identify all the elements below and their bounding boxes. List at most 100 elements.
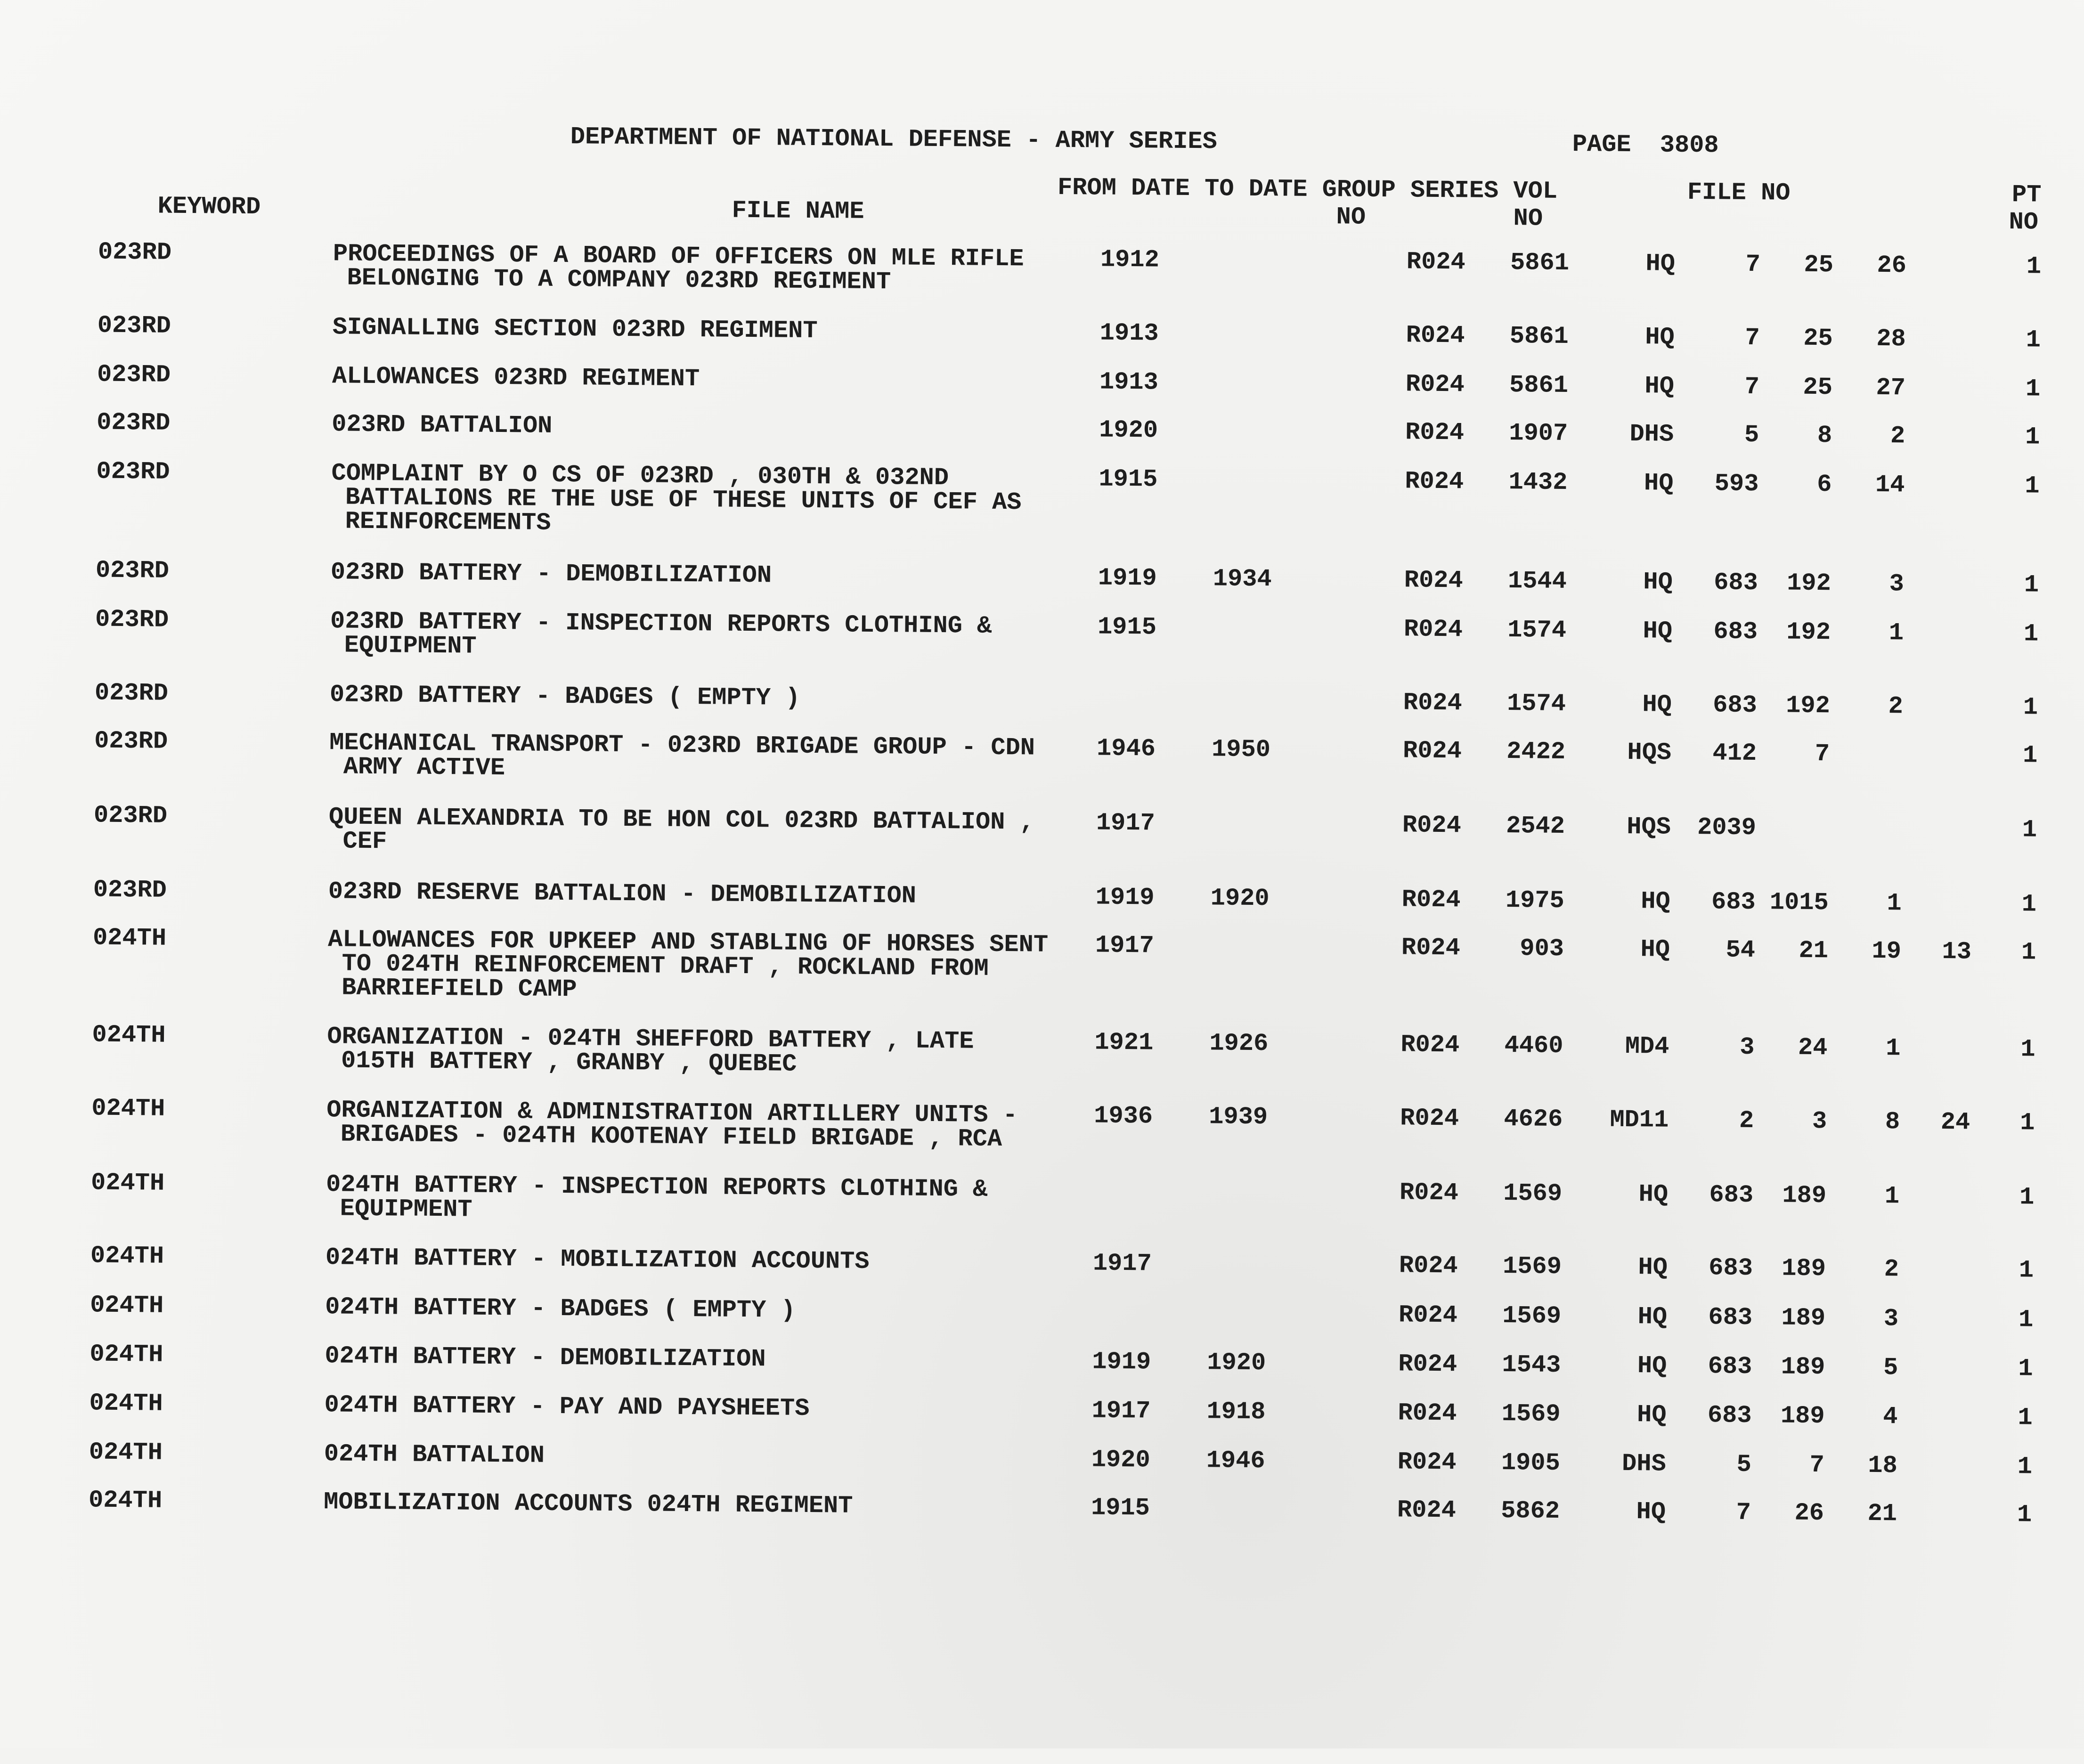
file-no-part: 1 bbox=[1889, 619, 1904, 647]
column-header-file-name: FILE NAME bbox=[732, 196, 864, 226]
file-name-line: 023RD RESERVE BATTALION - DEMOBILIZATION bbox=[328, 878, 917, 910]
to-date-cell: 1920 bbox=[1207, 1349, 1266, 1377]
file-name-line: BELONGING TO A COMPANY 023RD REGIMENT bbox=[347, 264, 891, 296]
file-no-part: 4 bbox=[1883, 1403, 1898, 1431]
from-date-cell: 1919 bbox=[1098, 564, 1157, 593]
from-date-cell: 1912 bbox=[1100, 245, 1159, 274]
file-name-line: 024TH BATTERY - DEMOBILIZATION bbox=[325, 1342, 766, 1374]
page-label: PAGE bbox=[1572, 130, 1631, 159]
office-cell: HQ bbox=[1644, 469, 1674, 497]
file-no-part: 2 bbox=[1739, 1106, 1754, 1135]
from-date-cell: 1921 bbox=[1094, 1028, 1154, 1057]
table-row: 024TH 024TH BATTERY - MOBILIZATION ACCOUN… bbox=[0, 1242, 2075, 1284]
vol-no-cell: 1574 bbox=[1506, 690, 1566, 718]
file-no-part: 1 bbox=[1885, 1034, 1901, 1063]
file-no-part: 18 bbox=[1868, 1451, 1897, 1480]
table-row: 023RD COMPLAINT BY O CS OF 023RD , 030TH … bbox=[0, 458, 2081, 537]
keyword-cell: 023RD bbox=[97, 360, 171, 389]
file-name-line: 015TH BATTERY , GRANBY , QUEBEC bbox=[341, 1047, 797, 1078]
keyword-cell: 024TH bbox=[88, 1486, 163, 1515]
keyword-cell: 024TH bbox=[89, 1438, 163, 1467]
file-name-line: ARMY ACTIVE bbox=[343, 753, 505, 782]
pt-no-cell: 1 bbox=[2025, 375, 2041, 403]
file-no-part: 21 bbox=[1799, 936, 1829, 965]
file-no-part: 192 bbox=[1786, 569, 1832, 598]
file-no-part: 19 bbox=[1872, 937, 1902, 966]
from-date-cell: 1920 bbox=[1099, 416, 1158, 445]
pt-no-cell: 1 bbox=[2023, 693, 2038, 722]
file-no-part: 2 bbox=[1884, 1255, 1899, 1284]
pt-no-cell: 1 bbox=[2017, 1501, 2032, 1529]
to-date-cell: 1946 bbox=[1206, 1447, 1265, 1475]
file-no-part: 3 bbox=[1739, 1033, 1755, 1062]
file-no-part: 7 bbox=[1736, 1498, 1751, 1527]
office-cell: HQ bbox=[1645, 323, 1675, 351]
series-cell: R024 bbox=[1397, 1448, 1457, 1477]
file-no-part: 21 bbox=[1867, 1499, 1897, 1528]
pt-no-cell: 1 bbox=[2019, 1256, 2034, 1284]
pt-no-cell: 1 bbox=[2025, 472, 2040, 500]
vol-no-cell: 1569 bbox=[1502, 1252, 1562, 1281]
file-no-part: 2039 bbox=[1697, 813, 1757, 842]
column-header-dates-group-series-vol: FROM DATE TO DATE GROUP SERIES VOL bbox=[1057, 173, 1558, 205]
keyword-cell: 023RD bbox=[97, 311, 171, 340]
file-no-part: 8 bbox=[1885, 1108, 1900, 1136]
table-row: 024TH ORGANIZATION - 024TH SHEFFORD BATTE… bbox=[0, 1021, 2076, 1078]
pt-no-cell: 1 bbox=[2020, 1035, 2035, 1064]
file-no-part: 7 bbox=[1745, 324, 1760, 352]
office-cell: HQ bbox=[1638, 1180, 1669, 1209]
file-no-part: 192 bbox=[1786, 618, 1831, 647]
file-no-part: 5 bbox=[1736, 1450, 1751, 1479]
keyword-cell: 023RD bbox=[95, 605, 169, 634]
keyword-cell: 023RD bbox=[93, 801, 168, 830]
file-no-part: 1015 bbox=[1769, 888, 1829, 917]
file-name-line: 023RD BATTALION bbox=[332, 410, 553, 440]
keyword-cell: 024TH bbox=[92, 1021, 166, 1049]
series-cell: R024 bbox=[1403, 615, 1463, 644]
file-name-line: CEF bbox=[342, 827, 387, 856]
pt-no-cell: 1 bbox=[2020, 1109, 2035, 1137]
series-cell: R024 bbox=[1397, 1496, 1457, 1525]
file-no-part: 5 bbox=[1744, 421, 1759, 449]
table-row: 023RD PROCEEDINGS OF A BOARD OF OFFICERS … bbox=[0, 238, 2082, 296]
vol-no-cell: 1544 bbox=[1507, 567, 1567, 595]
column-header-group-no: NO bbox=[1336, 203, 1366, 231]
series-cell: R024 bbox=[1402, 737, 1462, 765]
file-no-part: 28 bbox=[1876, 325, 1906, 353]
file-name-line: ALLOWANCES 023RD REGIMENT bbox=[332, 362, 700, 393]
pt-no-cell: 1 bbox=[2017, 1453, 2033, 1481]
file-name-line: 024TH BATTERY - MOBILIZATION ACCOUNTS bbox=[325, 1244, 870, 1276]
series-cell: R024 bbox=[1400, 1031, 1460, 1059]
office-cell: HQ bbox=[1645, 250, 1676, 278]
file-no-part: 683 bbox=[1708, 1303, 1753, 1332]
series-cell: R024 bbox=[1399, 1179, 1459, 1207]
file-no-part: 683 bbox=[1709, 1254, 1753, 1282]
file-no-part: 2 bbox=[1888, 692, 1904, 721]
office-cell: HQ bbox=[1636, 1401, 1667, 1429]
series-cell: R024 bbox=[1404, 566, 1463, 595]
file-name-line: EQUIPMENT bbox=[344, 631, 477, 660]
file-no-part: 27 bbox=[1876, 374, 1906, 402]
file-name-line: REINFORCEMENTS bbox=[345, 507, 551, 537]
table-row: 024TH 024TH BATTERY - BADGES ( EMPTY ) R02… bbox=[0, 1292, 2074, 1334]
file-no-part: 1 bbox=[1887, 889, 1902, 918]
file-no-part: 683 bbox=[1713, 569, 1758, 597]
table-row: 023RD MECHANICAL TRANSPORT - 023RD BRIGAD… bbox=[0, 727, 2078, 782]
file-no-part: 412 bbox=[1712, 739, 1757, 768]
keyword-cell: 023RD bbox=[93, 876, 167, 904]
file-name-line: BARRIEFIELD CAMP bbox=[342, 974, 577, 1004]
table-row: 023RD 023RD RESERVE BATTALION - DEMOBILIZ… bbox=[0, 876, 2077, 919]
keyword-cell: 024TH bbox=[89, 1389, 163, 1418]
vol-no-cell: 2422 bbox=[1506, 738, 1566, 766]
file-no-part: 2 bbox=[1890, 422, 1905, 450]
from-date-cell: 1917 bbox=[1095, 931, 1155, 960]
keyword-cell: 024TH bbox=[91, 1094, 165, 1123]
table-row: 024TH 024TH BATTERY - PAY AND PAYSHEETS 19… bbox=[0, 1390, 2074, 1432]
vol-no-cell: 1569 bbox=[1501, 1400, 1561, 1428]
office-cell: DHS bbox=[1629, 420, 1674, 448]
column-header-vol-no: NO bbox=[1513, 204, 1543, 233]
office-cell: MD11 bbox=[1610, 1106, 1669, 1134]
to-date-cell: 1920 bbox=[1210, 884, 1270, 913]
keyword-cell: 024TH bbox=[90, 1340, 163, 1369]
pt-no-cell: 1 bbox=[2018, 1306, 2034, 1334]
